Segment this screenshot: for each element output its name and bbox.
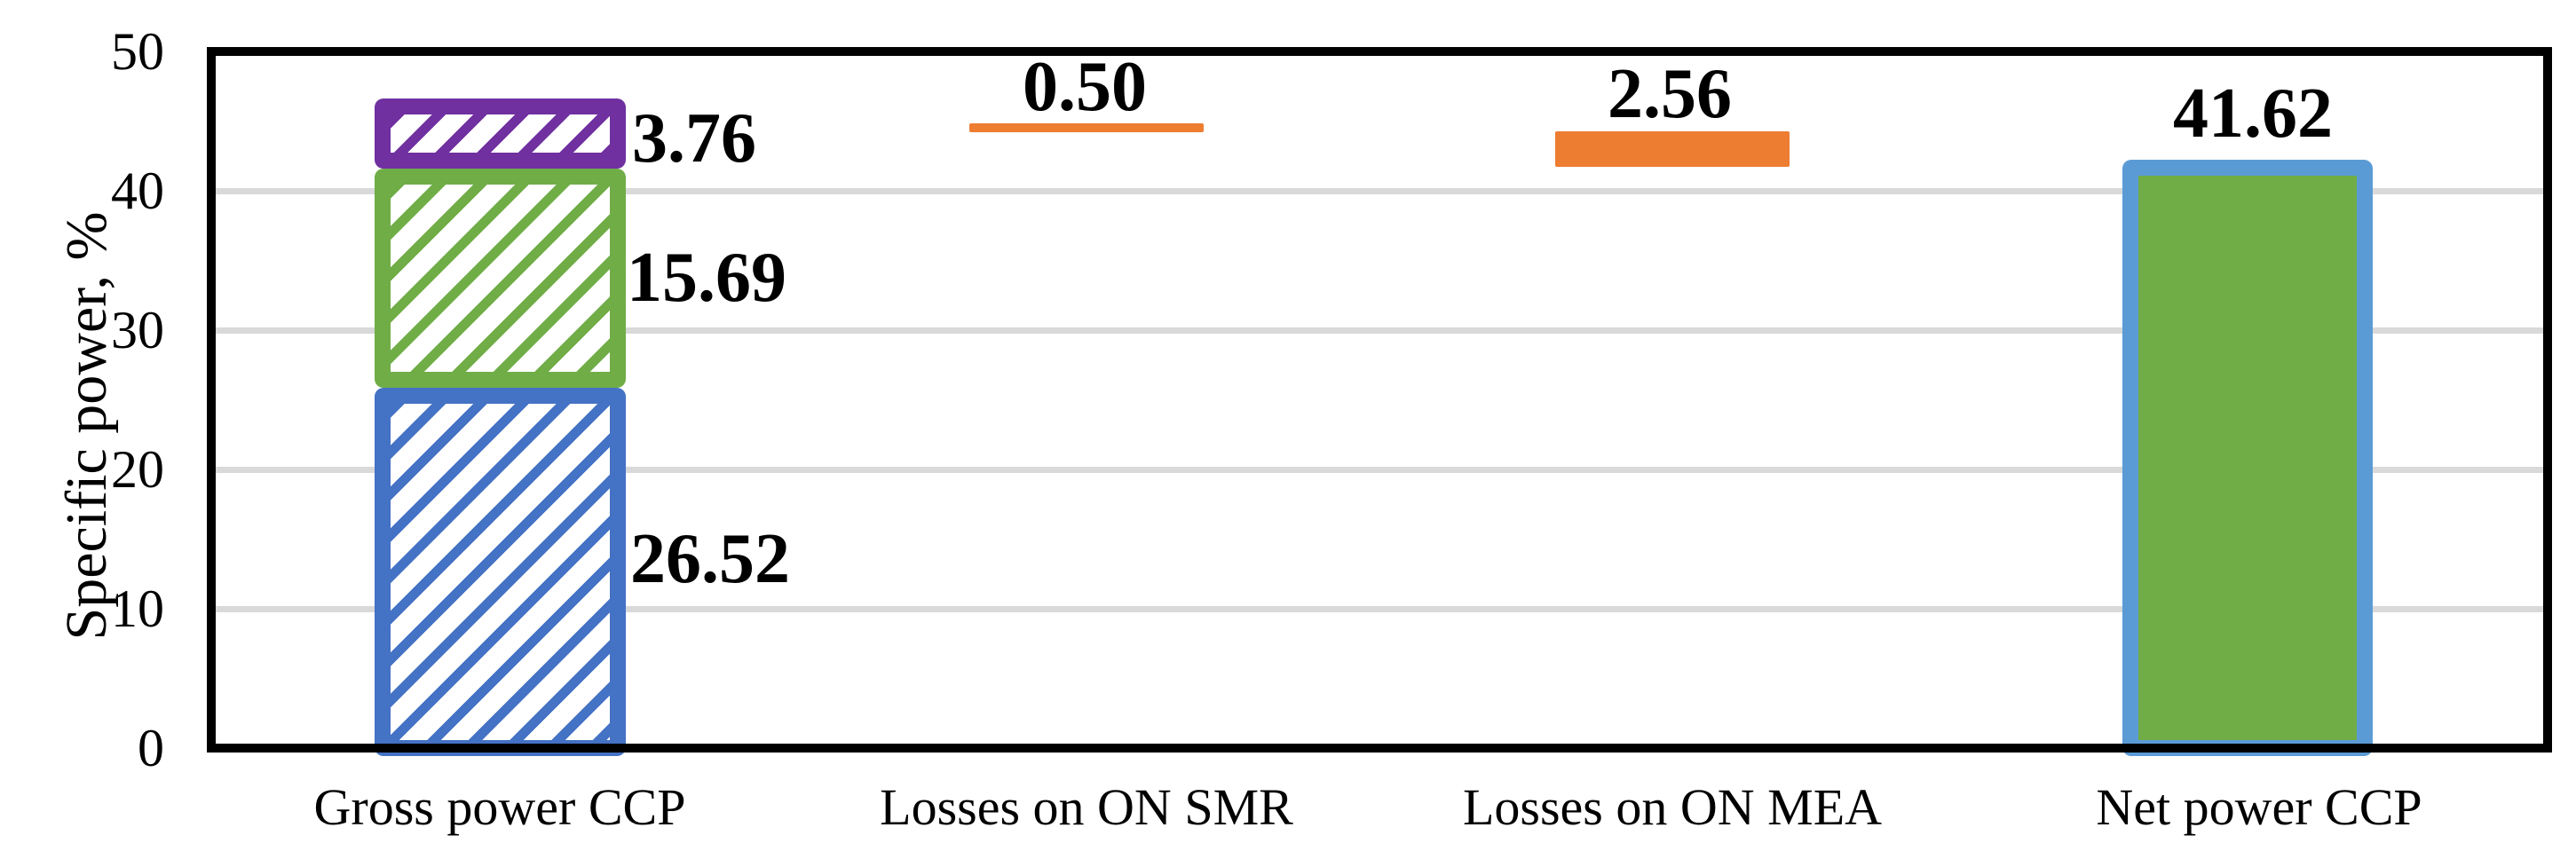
category-label-losses-mea: Losses on ON MEA bbox=[1462, 778, 1883, 836]
value-label-41-62: 41.62 bbox=[2173, 75, 2333, 153]
value-label-15-69: 15.69 bbox=[627, 239, 786, 317]
gridline-10 bbox=[216, 606, 2543, 612]
category-label-gross: Gross power CCP bbox=[313, 778, 686, 836]
value-label-2-56: 2.56 bbox=[1608, 55, 1732, 133]
y-tick-40: 40 bbox=[111, 162, 164, 220]
y-tick-20: 20 bbox=[111, 440, 164, 499]
y-tick-10: 10 bbox=[111, 579, 164, 638]
gridline-30 bbox=[216, 327, 2543, 334]
bar-gross-segment-purple bbox=[375, 99, 626, 169]
gridline-20 bbox=[216, 467, 2543, 473]
bar-losses-mea bbox=[1555, 131, 1790, 167]
category-label-net: Net power CCP bbox=[2096, 778, 2422, 836]
value-label-3-76: 3.76 bbox=[632, 99, 756, 177]
bar-gross-segment-blue bbox=[375, 388, 626, 756]
y-tick-30: 30 bbox=[111, 301, 164, 359]
y-tick-50: 50 bbox=[111, 22, 164, 81]
y-tick-0: 0 bbox=[138, 719, 164, 777]
gridline-40 bbox=[216, 188, 2543, 194]
value-label-0-50: 0.50 bbox=[1023, 48, 1147, 126]
bar-gross-segment-green bbox=[375, 169, 626, 388]
category-label-losses-smr: Losses on ON SMR bbox=[880, 778, 1293, 836]
bar-losses-smr bbox=[969, 123, 1204, 132]
bar-net-power bbox=[2122, 160, 2373, 756]
value-label-26-52: 26.52 bbox=[630, 520, 790, 598]
